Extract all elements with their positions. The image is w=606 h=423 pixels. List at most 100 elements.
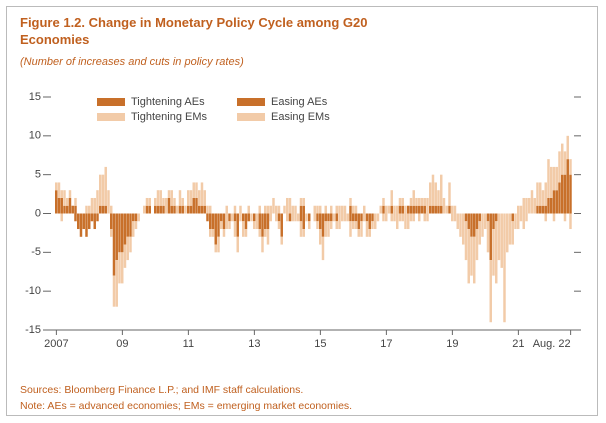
bar — [495, 221, 498, 284]
bar — [335, 205, 338, 214]
bar — [189, 205, 193, 214]
bar — [148, 197, 151, 206]
bar — [349, 197, 352, 206]
bar — [418, 197, 421, 206]
bar — [478, 213, 481, 222]
bar — [242, 221, 245, 237]
bar — [55, 182, 58, 191]
bar — [349, 213, 352, 222]
frame — [6, 6, 598, 416]
bar — [319, 229, 322, 245]
bar — [536, 205, 539, 214]
bar — [231, 213, 234, 222]
bar — [324, 221, 327, 237]
bar — [206, 213, 209, 222]
bar — [319, 213, 322, 230]
bar — [327, 221, 330, 237]
bar — [123, 244, 127, 268]
bar — [324, 213, 327, 222]
bar — [434, 205, 437, 214]
bar — [467, 229, 470, 284]
bar — [79, 213, 83, 237]
bar — [195, 197, 198, 214]
bar — [203, 205, 206, 214]
bar — [379, 205, 382, 214]
bar — [88, 205, 91, 214]
bar — [497, 213, 501, 261]
bar — [407, 213, 410, 230]
bar — [385, 205, 388, 214]
bar — [233, 213, 237, 222]
bar — [511, 213, 514, 222]
bar — [335, 213, 338, 222]
bar — [541, 190, 545, 206]
y-tick-label: 10 — [29, 130, 41, 142]
bar — [305, 213, 308, 222]
bar — [178, 205, 182, 214]
bar — [77, 213, 80, 230]
bar — [88, 213, 91, 230]
bar — [368, 213, 371, 230]
bar — [291, 205, 294, 214]
bar — [566, 135, 569, 160]
bar — [302, 197, 305, 206]
bar — [280, 236, 283, 245]
bar — [500, 213, 503, 268]
bar — [423, 197, 426, 206]
bar — [517, 205, 520, 214]
bar — [376, 213, 380, 222]
bar — [57, 197, 61, 214]
bar — [299, 205, 303, 214]
bar — [277, 221, 281, 230]
bar — [156, 205, 160, 214]
x-tick-label: 2007 — [44, 338, 68, 350]
bar — [209, 205, 212, 214]
bar — [211, 213, 215, 230]
x-tick-label: 13 — [248, 338, 260, 350]
bar — [354, 213, 358, 222]
bar — [423, 205, 426, 214]
bar — [71, 205, 74, 214]
bar — [508, 213, 512, 245]
bar — [101, 174, 105, 206]
bar — [352, 205, 355, 214]
bar — [552, 190, 556, 214]
bar — [489, 213, 492, 261]
bar — [467, 213, 470, 230]
bar — [459, 213, 462, 237]
bar — [398, 205, 402, 214]
bar — [63, 190, 66, 206]
bar — [137, 213, 140, 222]
bar — [203, 190, 206, 206]
bar — [385, 213, 388, 222]
bar — [244, 229, 248, 237]
note: Sources: Bloomberg Finance L.P.; and IMF… — [20, 384, 303, 396]
bar — [418, 213, 421, 222]
bar — [550, 166, 553, 198]
bar — [206, 205, 209, 214]
bar — [473, 236, 476, 284]
bar — [475, 229, 479, 261]
bar — [170, 205, 173, 214]
bar — [99, 174, 102, 206]
bar — [544, 182, 547, 206]
bar — [132, 213, 135, 222]
bar — [437, 205, 440, 214]
bar — [354, 221, 358, 230]
bar — [167, 197, 171, 214]
bar — [181, 205, 184, 214]
bar — [365, 221, 369, 237]
bar — [299, 213, 303, 222]
bar — [544, 213, 547, 222]
bar — [360, 213, 363, 222]
bar — [222, 229, 226, 237]
bar — [258, 213, 261, 230]
bar — [220, 221, 223, 230]
bar — [398, 197, 402, 206]
bar — [82, 213, 85, 230]
bar — [547, 159, 550, 198]
x-tick-label: 17 — [380, 338, 392, 350]
bar — [335, 221, 338, 230]
bar — [126, 213, 129, 237]
legend-label: Easing EMs — [271, 111, 330, 123]
